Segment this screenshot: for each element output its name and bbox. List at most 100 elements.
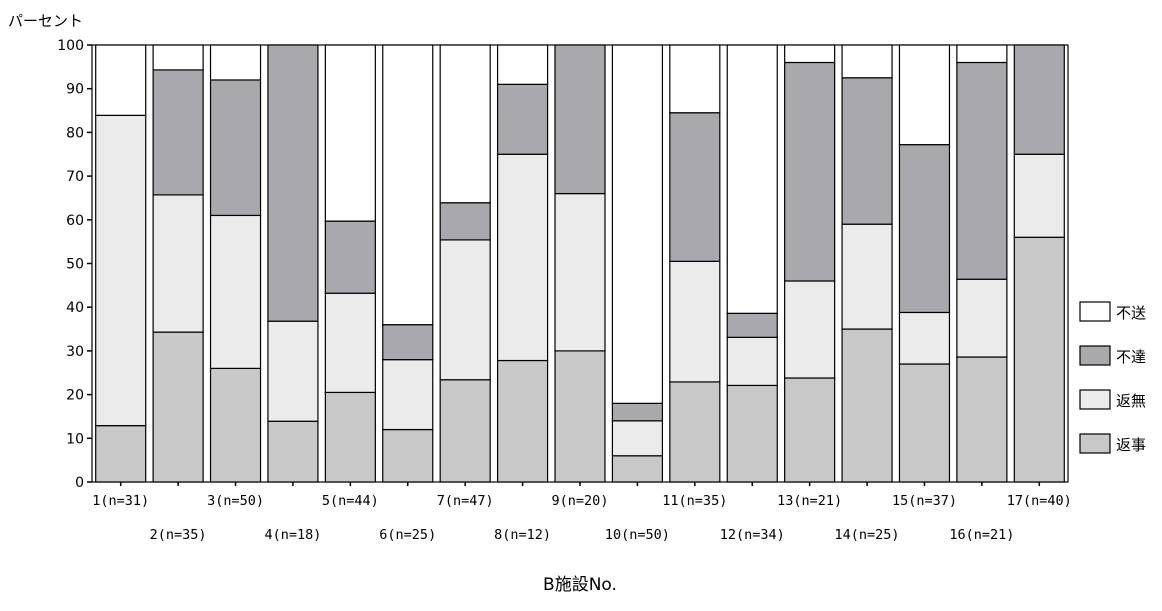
x-tick-label: 13(n=21) <box>777 493 842 509</box>
bar-segment <box>209 44 262 81</box>
bar-segment <box>382 428 434 483</box>
x-tick-label: 14(n=25) <box>835 527 900 543</box>
x-tick-label: 17(n=40) <box>1007 493 1072 509</box>
y-tick-label: 70 <box>66 169 84 185</box>
bar-segment <box>611 455 664 483</box>
x-tick-label: 4(n=18) <box>264 527 321 543</box>
bar-segment <box>1013 153 1065 238</box>
bar-segment <box>152 194 204 333</box>
y-tick-label: 10 <box>66 431 84 447</box>
bar-segment <box>152 44 204 71</box>
bar-segment <box>496 153 549 362</box>
bar-segment <box>267 320 319 422</box>
bar-segment <box>209 214 262 369</box>
legend-swatch <box>1079 345 1111 366</box>
bar-segment <box>324 220 376 294</box>
bar-segment <box>784 280 836 379</box>
y-tick-label: 100 <box>57 38 84 54</box>
bar-segment <box>439 379 491 483</box>
legend-label: 返無 <box>1116 392 1146 410</box>
y-tick-label: 20 <box>66 388 84 404</box>
x-tick-label: 3(n=50) <box>207 493 264 509</box>
legend-swatch <box>1079 301 1111 322</box>
bar-segment <box>956 44 1008 64</box>
legend-swatch <box>1079 389 1111 410</box>
x-axis-label: B施設No. <box>543 575 617 595</box>
x-tick-label: 11(n=35) <box>662 493 727 509</box>
bar-segment <box>898 44 951 146</box>
bar-segment <box>841 328 893 483</box>
y-tick-label: 40 <box>66 300 84 316</box>
bar-segment <box>726 312 778 338</box>
bar-segment <box>439 239 491 381</box>
bar-segment <box>496 83 549 155</box>
bar-segment <box>267 420 319 483</box>
y-tick-label: 0 <box>75 475 84 491</box>
bar-segment <box>784 44 836 64</box>
bar-segment <box>784 61 836 282</box>
x-tick-label: 9(n=20) <box>552 493 609 509</box>
bar-segment <box>726 44 778 314</box>
bar-segment <box>324 44 376 222</box>
bar-segment <box>956 61 1008 280</box>
bar-segment <box>898 144 951 314</box>
x-tick-label: 7(n=47) <box>437 493 494 509</box>
x-tick-label: 2(n=35) <box>150 527 207 543</box>
plot-area: 0 10 20 30 40 50 60 70 80 90 100 1(n=31) 2(n=35) 3(n=… <box>57 38 1072 543</box>
bar-segment <box>956 278 1008 358</box>
bar-segment <box>669 112 721 262</box>
bar-segment <box>669 260 721 383</box>
bar-segment <box>554 44 606 195</box>
bar-segment <box>439 202 491 241</box>
bar-segment <box>382 324 434 361</box>
bar-segment <box>152 69 204 196</box>
bar-segment <box>841 77 893 225</box>
bar-segment <box>496 44 549 85</box>
bar-segment <box>611 402 664 422</box>
bar-segment <box>95 44 147 116</box>
bar-segment <box>554 350 606 483</box>
bar-segment <box>898 363 951 483</box>
x-tick-label: 16(n=21) <box>949 527 1014 543</box>
x-tick-label: 10(n=50) <box>605 527 670 543</box>
x-tick-label: 1(n=31) <box>92 493 149 509</box>
y-tick-label: 60 <box>66 213 84 229</box>
bar-segment <box>324 391 376 483</box>
legend-swatch <box>1079 433 1111 454</box>
bar-segment <box>784 377 836 483</box>
bar-segment <box>382 44 434 326</box>
bar-segment <box>956 356 1008 483</box>
y-tick-label: 80 <box>66 125 84 141</box>
x-tick-label: 15(n=37) <box>892 493 957 509</box>
y-tick-label: 90 <box>66 82 84 98</box>
bar-segment <box>1013 44 1065 155</box>
bar-segment <box>152 331 204 483</box>
y-tick-label: 30 <box>66 344 84 360</box>
bar-segment <box>439 44 491 204</box>
bar-segment <box>726 336 778 387</box>
bar-segment <box>841 223 893 330</box>
legend-label: 返事 <box>1116 436 1146 454</box>
bar-segment <box>898 311 951 365</box>
bar-segment <box>95 114 147 427</box>
legend-label: 不達 <box>1116 348 1146 366</box>
bar-segment <box>209 79 262 217</box>
x-tick-label: 8(n=12) <box>494 527 551 543</box>
legend-label: 不送 <box>1116 304 1146 322</box>
bar-segment <box>726 384 778 483</box>
bar-segment <box>382 359 434 431</box>
bar-segment <box>554 192 606 352</box>
bar-segment <box>611 44 664 404</box>
bar-segment <box>324 292 376 394</box>
y-axis-label: パーセント <box>8 12 83 30</box>
x-tick-label: 6(n=25) <box>379 527 436 543</box>
x-tick-label: 5(n=44) <box>322 493 379 509</box>
y-tick-label: 50 <box>66 257 84 273</box>
bar-segment <box>267 44 319 322</box>
bar-segment <box>611 420 664 457</box>
bar-segment <box>496 359 549 483</box>
bar-segment <box>1013 236 1065 483</box>
